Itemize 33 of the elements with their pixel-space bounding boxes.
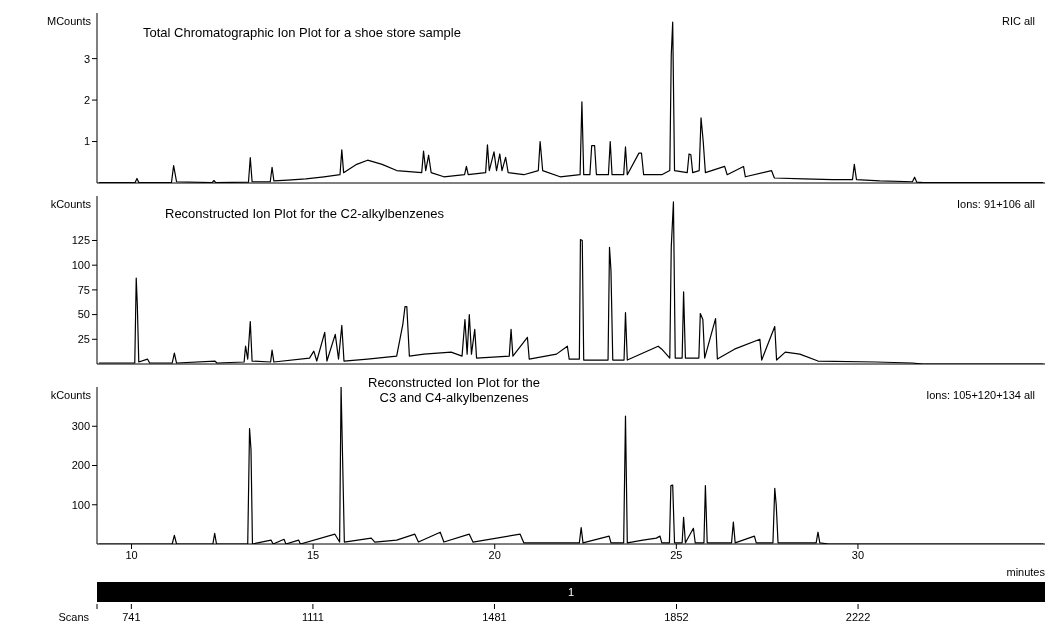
annotation: Ions: 91+106 all xyxy=(957,198,1035,210)
x2-tick-label: 1852 xyxy=(664,611,689,623)
x-tick-label: 25 xyxy=(670,548,683,561)
y-tick-label: 75 xyxy=(77,283,90,296)
x-tick-label: 20 xyxy=(488,548,501,561)
text: Total Chromatographic Ion Plot for a shoe store sample xyxy=(143,25,461,40)
y-tick-label: 100 xyxy=(71,498,90,511)
x2-tick-label: 1111 xyxy=(301,611,324,623)
y-tick-label: 200 xyxy=(71,459,90,472)
chart-title: Reconstructed Ion Plot for the C3 and C4-alkylbenzenes xyxy=(368,375,540,405)
segment-strip: 1 xyxy=(97,582,1045,602)
x-tick-label: 10 xyxy=(125,548,138,561)
y-tick-label: 1 xyxy=(83,135,90,148)
x2-tick-label: 2222 xyxy=(845,611,871,623)
y-tick-label: 3 xyxy=(83,52,90,65)
y-axis-title: kCounts xyxy=(50,198,92,210)
y-tick-label: 50 xyxy=(77,308,90,321)
y-tick-label: 100 xyxy=(71,259,90,272)
y-axis-title: MCounts xyxy=(46,15,92,27)
y-tick-label: 25 xyxy=(77,333,90,346)
x2-tick-label: 741 xyxy=(122,611,141,623)
annotation: Ions: 105+120+134 all xyxy=(926,389,1035,401)
x2-axis-title: Scans xyxy=(58,611,90,623)
x-tick-label: 15 xyxy=(306,548,320,561)
y-tick-label: 125 xyxy=(71,234,90,247)
annotation: RIC all xyxy=(1001,15,1035,27)
x-axis-title: minutes xyxy=(1006,566,1046,578)
x2-tick-label: 1481 xyxy=(482,611,507,623)
x-tick-label: 30 xyxy=(851,548,865,561)
y-axis-title: kCounts xyxy=(50,389,92,401)
text: Reconstructed Ion Plot for the C2-alkylbenzenes xyxy=(165,206,444,221)
y-tick-label: 300 xyxy=(71,420,90,433)
y-tick-label: 2 xyxy=(83,93,90,106)
